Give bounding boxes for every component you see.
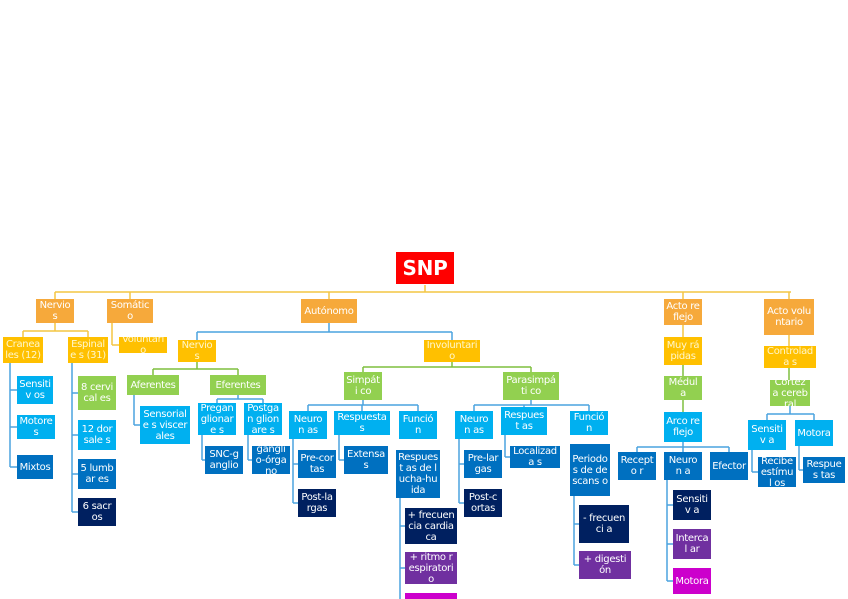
root-node: SNP: [395, 251, 455, 285]
node-mixtos: Mixtos: [17, 455, 53, 479]
node-efector: Efector: [710, 452, 748, 480]
node-motora-reflejo: Motora: [673, 568, 711, 594]
node-respuestas-simpatico: Respuestas: [334, 411, 390, 435]
node-muy-rapidas: Muy rápidas: [664, 337, 702, 365]
node-parasimpatico: Parasimpáti co: [503, 372, 559, 400]
node-craneales: Craneales (12): [3, 337, 43, 363]
node-medula: Médula: [664, 376, 702, 400]
node-respuestas-parasimpatico: Respuest as: [501, 407, 547, 435]
node-controladas: Controlada s: [764, 346, 816, 368]
node-extensas: Extensa s: [344, 446, 388, 474]
node-espinales: Espinale s (31): [68, 337, 108, 363]
node-acto-reflejo: Acto reflejo: [664, 299, 702, 325]
node-simpatico: Simpáti co: [344, 372, 382, 400]
node-neuronas-parasimpatico: Neuron as: [455, 411, 493, 439]
node-cut-off-magenta: [405, 593, 457, 599]
node-somatico: Somático: [107, 299, 153, 323]
node-eferentes: Eferentes: [210, 375, 266, 395]
node-involuntario: Involuntario: [424, 340, 480, 362]
node-nervios: Nervios: [36, 299, 74, 323]
node-digestion: + digestión: [579, 551, 631, 579]
node-post-cortas: Post-cortas: [464, 489, 502, 517]
node-recibe-estimulos: Recibe estímul os: [758, 457, 796, 487]
node-periodos-descanso: Periodo s de descans o: [570, 444, 610, 496]
node-post-largas: Post-largas: [298, 489, 336, 517]
node-frecuencia-cardiaca: + frecuencia cardiaca: [405, 508, 457, 544]
node-acto-voluntario: Acto voluntario: [764, 299, 814, 335]
node-voluntario: Voluntario: [119, 337, 167, 353]
node-motores: Motores: [17, 415, 55, 439]
node-receptor: Recepto r: [618, 452, 656, 480]
node-sensoriales-viscerales: Sensoriale s viscerales: [140, 406, 190, 444]
node-neuronas-simpatico: Neuron as: [289, 411, 327, 439]
node-neurona-reflejo: Neuron a: [664, 452, 702, 480]
node-funcion-parasimpatico: Función: [570, 411, 608, 435]
node-frecuencia-menos: - frecuenci a: [579, 505, 629, 543]
node-corteza-cerebral: Corteza cerebral: [770, 380, 810, 406]
node-nervios-autonomo: Nervios: [178, 340, 216, 362]
node-intercalar: Intercal ar: [673, 529, 711, 559]
node-sensitivos: Sensitiv os: [17, 376, 53, 404]
node-motora-voluntario: Motora: [795, 420, 833, 446]
node-postganglionares: Postgan glionare s: [244, 403, 282, 435]
node-preganglionares: Pregan glionare s: [198, 403, 236, 435]
node-sensitiva-voluntario: Sensitiv a: [748, 420, 786, 450]
node-cervicales: 8 cervical es: [78, 376, 116, 410]
node-ganglio-organo: ganglio-órgano: [252, 446, 290, 474]
node-autonomo: Autónomo: [301, 299, 357, 323]
node-funcion-simpatico: Función: [399, 411, 437, 439]
node-sensitiva-reflejo: Sensitiv a: [673, 490, 711, 520]
node-aferentes: Aferentes: [127, 375, 179, 395]
node-respuestas-voluntario: Respues tas: [803, 457, 845, 483]
node-localizadas: Localizada s: [510, 446, 560, 468]
node-lucha-huida: Respuest as de lucha-huida: [396, 450, 440, 498]
node-arco-reflejo: Arco reflejo: [664, 412, 702, 442]
node-ritmo-respiratorio: + ritmo respiratori o: [405, 552, 457, 584]
node-sacros: 6 sacros: [78, 498, 116, 526]
node-dorsales: 12 dorsale s: [78, 420, 116, 450]
node-pre-cortas: Pre-cortas: [298, 450, 336, 478]
node-lumbares: 5 lumbar es: [78, 459, 116, 489]
node-pre-largas: Pre-largas: [464, 450, 502, 478]
node-snc-ganglio: SNC-ganglio: [205, 446, 243, 474]
